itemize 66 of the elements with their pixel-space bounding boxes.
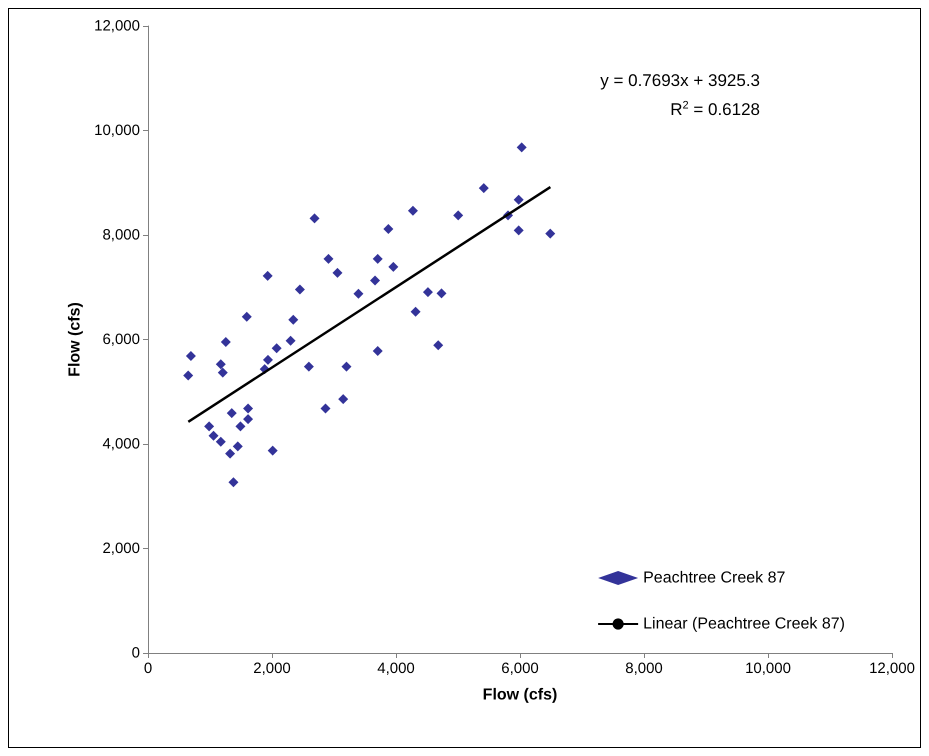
point	[370, 276, 380, 286]
point	[323, 254, 334, 264]
point	[226, 408, 237, 418]
point	[216, 359, 226, 370]
point	[272, 343, 282, 354]
point	[304, 362, 314, 372]
point	[242, 312, 252, 322]
point	[220, 337, 231, 348]
y-tick-label: 8,000	[102, 226, 140, 244]
x-tick-label: 0	[144, 660, 152, 677]
point	[341, 362, 352, 372]
point	[516, 142, 527, 152]
x-axis-title: Flow (cfs)	[482, 686, 558, 704]
legend-label: Linear (Peachtree Creek 87)	[643, 616, 846, 632]
point	[310, 213, 320, 224]
point	[268, 446, 278, 456]
point	[186, 350, 196, 361]
y-tick-label: 2,000	[102, 540, 140, 557]
point	[320, 403, 331, 414]
point	[294, 284, 305, 294]
x-tick-label: 12,000	[869, 660, 915, 677]
point	[372, 346, 383, 356]
x-tick-label: 8,000	[625, 660, 663, 677]
y-tick-label: 0	[132, 644, 140, 662]
x-tick-label: 4,000	[377, 660, 415, 677]
x-tick-label: 6,000	[501, 660, 539, 677]
point	[408, 206, 418, 216]
point	[514, 194, 524, 205]
point	[453, 210, 464, 220]
y-tick-label: 12,000	[94, 18, 140, 34]
y-axis-title: Flow (cfs)	[66, 302, 84, 377]
annotation: y = 0.7693x + 3925.3	[600, 71, 760, 90]
y-tick-label: 6,000	[102, 331, 140, 348]
point	[478, 183, 489, 194]
point	[208, 430, 219, 441]
point	[262, 270, 273, 281]
point	[232, 441, 243, 452]
point	[225, 448, 236, 459]
point	[288, 314, 298, 325]
point	[218, 368, 228, 378]
point	[228, 477, 238, 488]
point	[235, 421, 246, 432]
point	[436, 288, 447, 298]
y-tick-label: 10,000	[94, 122, 140, 139]
point	[204, 421, 214, 432]
point	[353, 288, 364, 299]
point	[545, 228, 556, 239]
point	[216, 436, 226, 447]
point	[422, 287, 433, 298]
point	[433, 340, 444, 350]
point	[410, 306, 421, 317]
point	[372, 254, 383, 264]
legend-label: Peachtree Creek 87	[643, 570, 786, 586]
point	[383, 224, 394, 234]
point	[514, 225, 524, 236]
point	[286, 336, 296, 346]
y-tick-label: 4,000	[102, 436, 140, 452]
x-tick-label: 2,000	[253, 660, 291, 677]
point	[338, 394, 348, 404]
point	[388, 262, 398, 272]
x-tick-label: 10,000	[745, 660, 791, 677]
point	[332, 268, 342, 278]
point	[243, 414, 254, 424]
point	[243, 403, 254, 414]
point	[183, 370, 194, 381]
point	[262, 354, 273, 365]
